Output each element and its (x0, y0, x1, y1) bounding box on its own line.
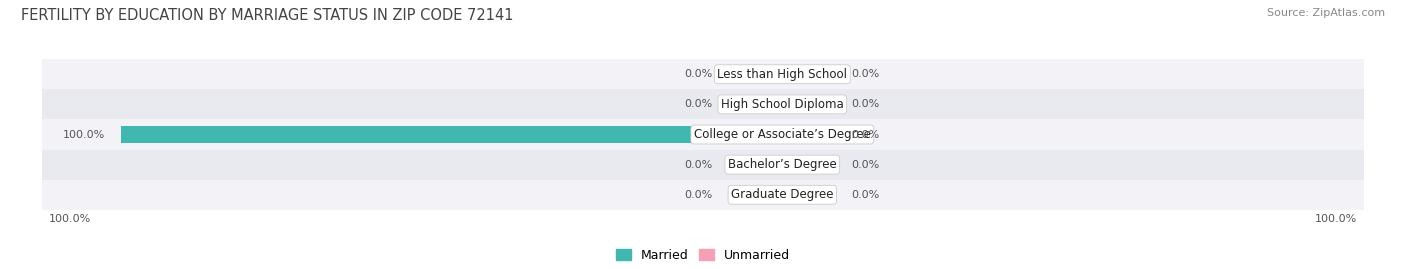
Text: 0.0%: 0.0% (685, 69, 713, 79)
Text: Source: ZipAtlas.com: Source: ZipAtlas.com (1267, 8, 1385, 18)
Text: College or Associate’s Degree: College or Associate’s Degree (693, 128, 870, 141)
Text: 0.0%: 0.0% (852, 69, 880, 79)
Text: Graduate Degree: Graduate Degree (731, 188, 834, 201)
Bar (782, 156, 835, 173)
Legend: Married, Unmarried: Married, Unmarried (612, 244, 794, 267)
Text: 0.0%: 0.0% (852, 190, 880, 200)
Text: 0.0%: 0.0% (852, 99, 880, 109)
Bar (782, 186, 835, 203)
Text: High School Diploma: High School Diploma (721, 98, 844, 111)
Text: 100.0%: 100.0% (49, 214, 91, 224)
Bar (42, 119, 1364, 150)
Text: 0.0%: 0.0% (852, 129, 880, 140)
Bar (730, 186, 782, 203)
Bar (782, 66, 835, 83)
Bar (730, 156, 782, 173)
Text: 0.0%: 0.0% (685, 99, 713, 109)
Text: 0.0%: 0.0% (852, 160, 880, 170)
Text: 100.0%: 100.0% (1315, 214, 1357, 224)
Text: Less than High School: Less than High School (717, 68, 848, 81)
Bar (782, 96, 835, 113)
Bar (782, 126, 835, 143)
Text: FERTILITY BY EDUCATION BY MARRIAGE STATUS IN ZIP CODE 72141: FERTILITY BY EDUCATION BY MARRIAGE STATU… (21, 8, 513, 23)
Text: Bachelor’s Degree: Bachelor’s Degree (728, 158, 837, 171)
Text: 100.0%: 100.0% (63, 129, 105, 140)
Bar (42, 180, 1364, 210)
Bar (42, 150, 1364, 180)
Bar (730, 96, 782, 113)
Bar (121, 126, 782, 143)
Text: 0.0%: 0.0% (685, 190, 713, 200)
Bar (42, 89, 1364, 119)
Bar (730, 66, 782, 83)
Bar (42, 59, 1364, 89)
Text: 0.0%: 0.0% (685, 160, 713, 170)
